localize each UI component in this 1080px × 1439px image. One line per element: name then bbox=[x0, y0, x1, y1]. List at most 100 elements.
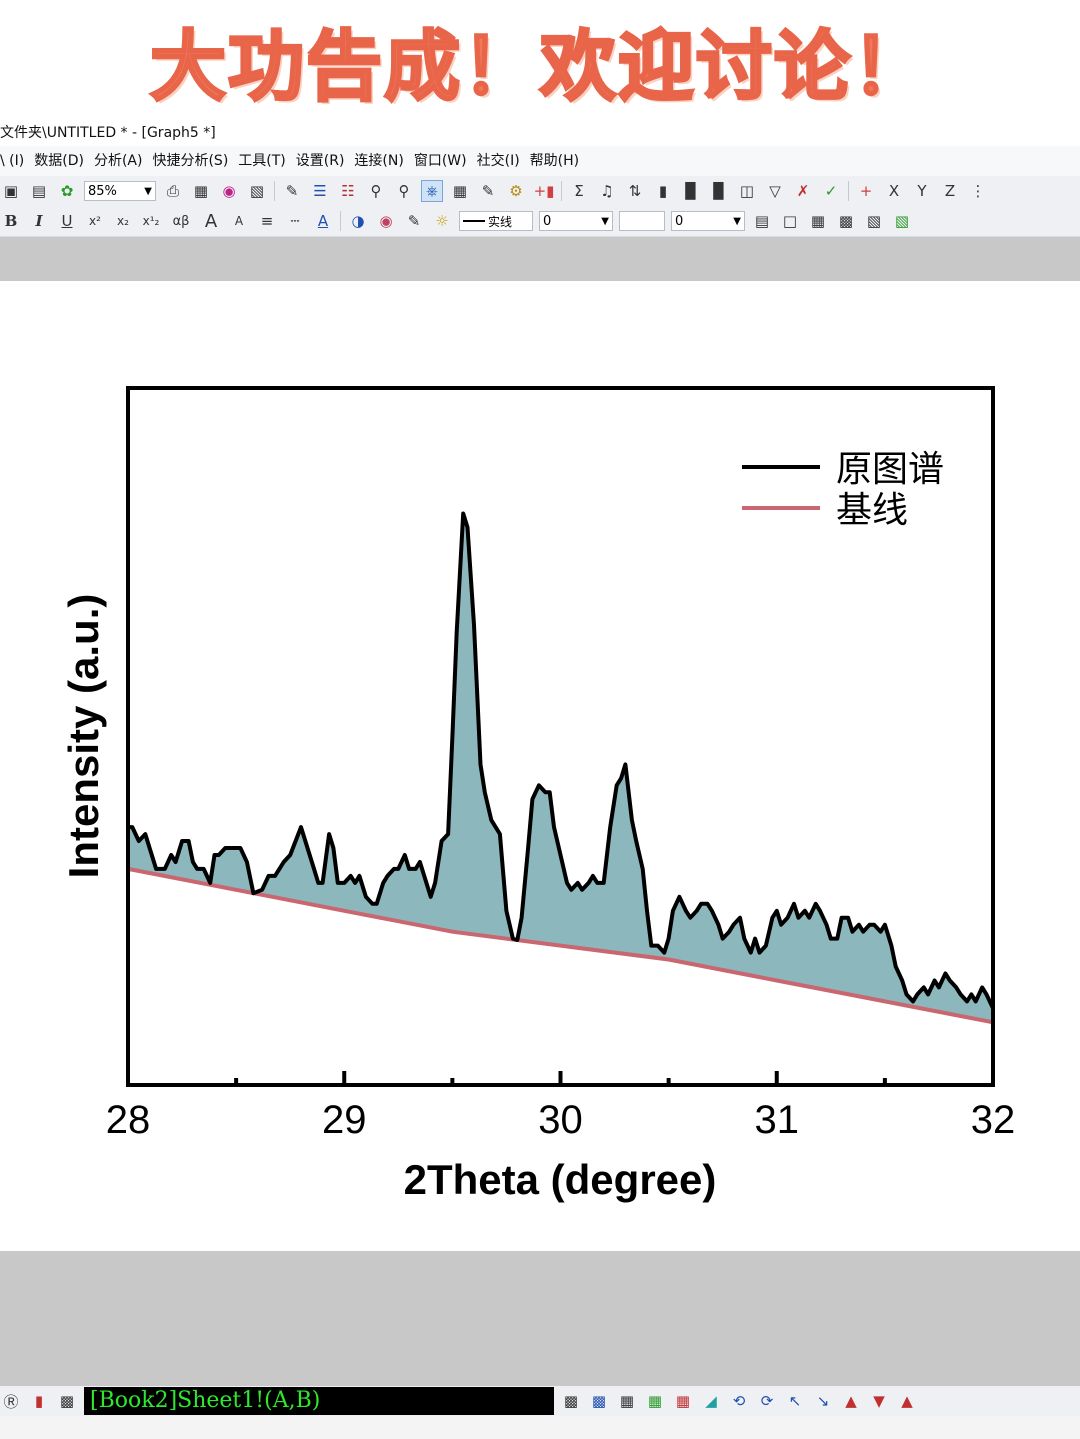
standard-toolbar: ▣ ▤ ✿ 85% ▼ ⎙ ▦ ◉ ▧ ✎ ☰ ☷ ⚲ ⚲ ⎈ ▦ ✎ ⚙ +▮… bbox=[0, 176, 1080, 207]
layer-icon[interactable]: ▩ bbox=[59, 1392, 75, 1410]
table-icon[interactable]: ▦ bbox=[452, 182, 468, 200]
sort-icon[interactable]: ⇅ bbox=[628, 182, 642, 200]
menu-item-settings[interactable]: 设置(R) bbox=[295, 153, 345, 169]
import-icon[interactable]: ▩ bbox=[838, 212, 854, 230]
add-marker-icon[interactable]: + bbox=[859, 182, 873, 200]
underline-button[interactable]: U bbox=[61, 212, 73, 230]
region-icon[interactable]: Ⓡ bbox=[3, 1392, 19, 1411]
rotate-left-icon[interactable]: ⟲ bbox=[732, 1392, 746, 1410]
film-icon[interactable]: ▧ bbox=[249, 182, 265, 200]
statistics-icon[interactable]: ♫ bbox=[600, 182, 614, 200]
line-style-select[interactable]: 实线 bbox=[459, 211, 533, 231]
menu-item-connect[interactable]: 连接(N) bbox=[354, 153, 404, 169]
project-explorer-icon[interactable]: ⚲ bbox=[370, 182, 382, 200]
legend[interactable]: 原图谱 基线 bbox=[742, 449, 944, 531]
chevron-down-icon: ▼ bbox=[601, 215, 609, 227]
footer-strip bbox=[0, 1416, 1080, 1439]
box-plot-icon[interactable]: ◫ bbox=[739, 182, 755, 200]
subscript-button[interactable]: x₂ bbox=[117, 214, 129, 228]
chevron-down-icon: ▼ bbox=[733, 215, 741, 227]
print-icon[interactable]: ⎙ bbox=[166, 182, 179, 200]
menu-item-window[interactable]: 窗口(W) bbox=[413, 153, 467, 169]
add-column-icon[interactable]: +▮ bbox=[533, 182, 555, 200]
fill-color-icon[interactable]: ◑ bbox=[351, 212, 365, 230]
reapply-filter-icon[interactable]: ✓ bbox=[824, 182, 838, 200]
italic-button[interactable]: I bbox=[35, 212, 43, 230]
fill-pattern-select[interactable] bbox=[619, 211, 665, 231]
bottom-toolbar: Ⓡ ▮ ▩ [Book2]Sheet1!(A,B) ▩ ▩ ▦ ▦ ▦ ◢ ⟲ … bbox=[0, 1386, 1080, 1416]
set-x-button[interactable]: X bbox=[888, 182, 900, 200]
decrease-perspective-icon[interactable]: ▼ bbox=[873, 1392, 885, 1410]
export-icon[interactable]: ◉ bbox=[222, 182, 236, 200]
save-icon[interactable]: ▣ bbox=[3, 182, 19, 200]
menu-item-input[interactable]: \ (I) bbox=[0, 153, 25, 169]
script-window-icon[interactable]: ✎ bbox=[481, 182, 495, 200]
set-z-button[interactable]: Z bbox=[944, 182, 956, 200]
supsub-button[interactable]: x¹₂ bbox=[142, 214, 160, 228]
append-icon[interactable]: ▧ bbox=[894, 212, 910, 230]
new-matrix-icon[interactable]: ☷ bbox=[341, 182, 355, 200]
line-width-value: 0 bbox=[543, 213, 552, 229]
align-icon[interactable]: ≡ bbox=[260, 212, 274, 230]
3d-graph-icon[interactable]: ▩ bbox=[563, 1392, 579, 1410]
bold-button[interactable]: B bbox=[4, 212, 18, 230]
sum-icon[interactable]: Σ bbox=[574, 182, 584, 200]
font-color-icon[interactable]: A bbox=[317, 212, 329, 230]
3d-bar-icon[interactable]: ▦ bbox=[675, 1392, 691, 1410]
3d-scatter-icon[interactable]: ▦ bbox=[647, 1392, 663, 1410]
area-fill bbox=[128, 513, 993, 1023]
decrease-font-button[interactable]: A bbox=[234, 214, 244, 228]
line-sample bbox=[463, 220, 485, 222]
column-chart-icon[interactable]: ▉ bbox=[713, 182, 725, 200]
y-axis-title: Intensity (a.u.) bbox=[60, 594, 107, 879]
zoom-in-icon[interactable]: ⚲ bbox=[398, 182, 410, 200]
increase-perspective-icon[interactable]: ▲ bbox=[845, 1392, 857, 1410]
set-y-button[interactable]: Y bbox=[917, 182, 927, 200]
recalculate-icon[interactable]: ✿ bbox=[60, 182, 74, 200]
brightness-icon[interactable]: ☼ bbox=[435, 212, 449, 230]
line-style-value: 实线 bbox=[488, 214, 513, 229]
tick-icon[interactable]: ┄ bbox=[290, 212, 300, 230]
size-select[interactable]: 0 ▼ bbox=[671, 211, 745, 231]
tilt-down-icon[interactable]: ↘ bbox=[816, 1392, 830, 1410]
zoom-select[interactable]: 85% ▼ bbox=[84, 181, 156, 201]
error-bar-icon[interactable]: ⋮ bbox=[970, 182, 986, 200]
3d-wire-icon[interactable]: ▦ bbox=[619, 1392, 635, 1410]
menu-item-data[interactable]: 数据(D) bbox=[34, 153, 84, 169]
data-reader-icon[interactable]: ⎈ bbox=[421, 180, 443, 202]
reset-view-icon[interactable]: ▲ bbox=[901, 1392, 913, 1410]
menu-item-quick-analysis[interactable]: 快捷分析(S) bbox=[152, 153, 229, 169]
menu-item-tools[interactable]: 工具(T) bbox=[238, 153, 286, 169]
menu-item-social[interactable]: 社交(I) bbox=[476, 153, 520, 169]
x-tick-label: 32 bbox=[971, 1098, 1016, 1142]
bar-chart-icon[interactable]: ▉ bbox=[685, 182, 697, 200]
copy-page-icon[interactable]: ▦ bbox=[193, 182, 209, 200]
grid-icon[interactable]: ▦ bbox=[810, 212, 826, 230]
greek-button[interactable]: αβ bbox=[172, 213, 190, 229]
new-notes-icon[interactable]: ✎ bbox=[285, 182, 299, 200]
border-icon[interactable]: □ bbox=[782, 212, 798, 230]
menu-item-help[interactable]: 帮助(H) bbox=[529, 153, 580, 169]
candlestick-icon[interactable]: ▮ bbox=[34, 1392, 44, 1410]
menu-item-analysis[interactable]: 分析(A) bbox=[93, 153, 143, 169]
contour-icon[interactable]: ◢ bbox=[705, 1392, 717, 1410]
save-template-icon[interactable]: ▤ bbox=[31, 182, 47, 200]
x-tick-label: 29 bbox=[322, 1098, 367, 1142]
tilt-up-icon[interactable]: ↖ bbox=[788, 1392, 802, 1410]
graph-page[interactable]: 28 29 30 31 32 原图谱 基线 2Theta (degree) Intens… bbox=[0, 281, 1080, 1251]
pattern-icon[interactable]: ▤ bbox=[754, 212, 770, 230]
superscript-button[interactable]: x² bbox=[89, 214, 101, 228]
increase-font-button[interactable]: A bbox=[204, 210, 218, 232]
3d-surface-icon[interactable]: ▩ bbox=[591, 1392, 607, 1410]
palette-icon[interactable]: ◉ bbox=[379, 212, 393, 230]
rotate-right-icon[interactable]: ⟳ bbox=[760, 1392, 774, 1410]
worksheet-icon[interactable]: ▧ bbox=[866, 212, 882, 230]
banner-text: 大功告成！欢迎讨论！ bbox=[149, 21, 930, 113]
set-values-icon[interactable]: ▮ bbox=[658, 182, 668, 200]
line-width-select[interactable]: 0 ▼ bbox=[539, 211, 613, 231]
new-layout-icon[interactable]: ☰ bbox=[313, 182, 327, 200]
remove-filter-icon[interactable]: ✗ bbox=[796, 182, 810, 200]
filter-icon[interactable]: ▽ bbox=[769, 182, 781, 200]
line-color-icon[interactable]: ✎ bbox=[407, 212, 421, 230]
settings-gear-icon[interactable]: ⚙ bbox=[509, 182, 523, 200]
